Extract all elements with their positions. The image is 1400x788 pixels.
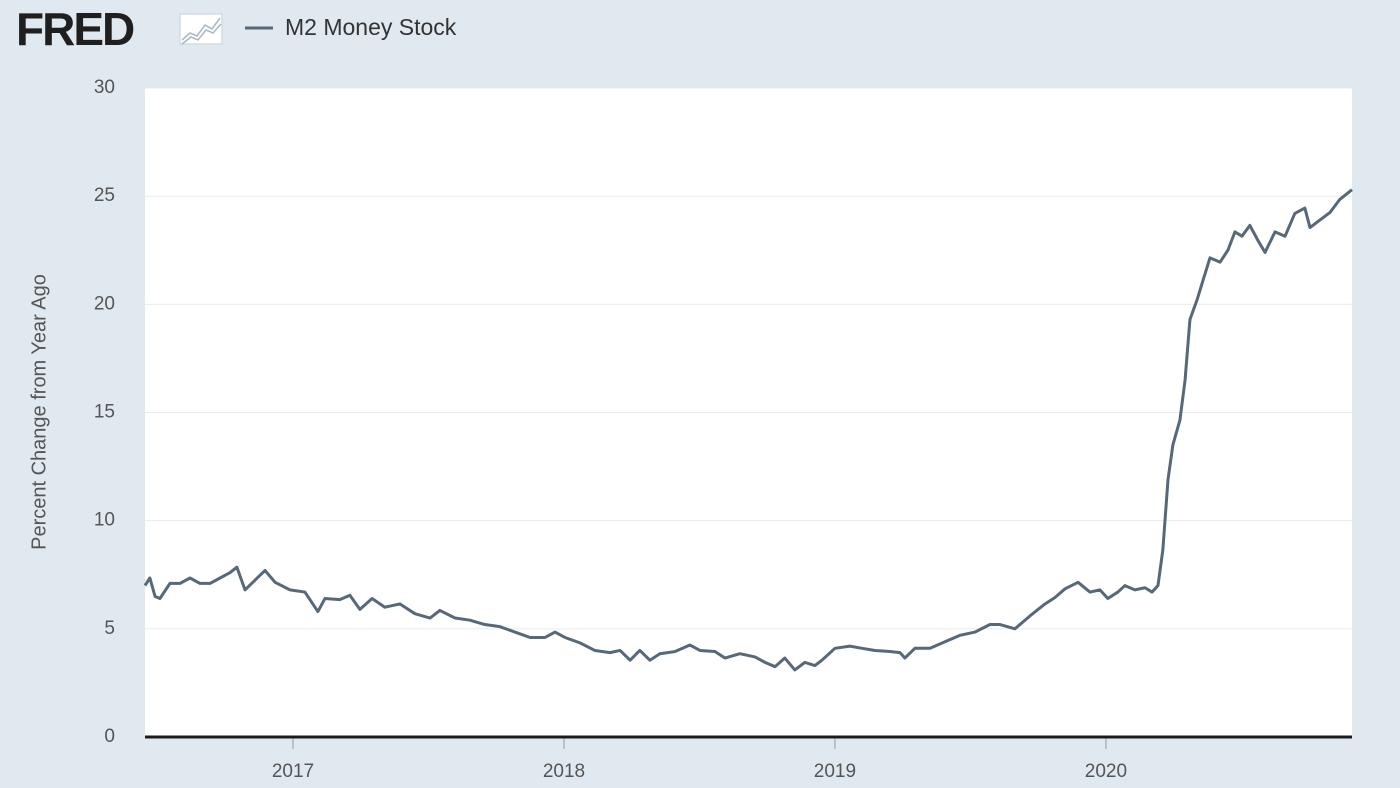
legend-label: M2 Money Stock [285,14,457,40]
data-line [143,188,1353,672]
x-tick-label: 2019 [814,761,856,782]
y-tick-label: 5 [104,618,115,639]
x-tick-label: 2020 [1085,761,1127,782]
y-tick-label: 0 [104,726,115,747]
x-tick-label: 2017 [272,761,314,782]
y-axis-label: Percent Change from Year Ago [28,274,50,550]
y-tick-label: 25 [94,185,115,206]
y-tick-label: 10 [94,510,115,531]
logo-icon [179,13,223,45]
y-tick-label: 15 [94,402,115,423]
logo: FRED [16,3,134,55]
y-tick-label: 30 [94,77,115,98]
y-tick-label: 20 [94,293,115,314]
x-tick-label: 2018 [543,761,585,782]
